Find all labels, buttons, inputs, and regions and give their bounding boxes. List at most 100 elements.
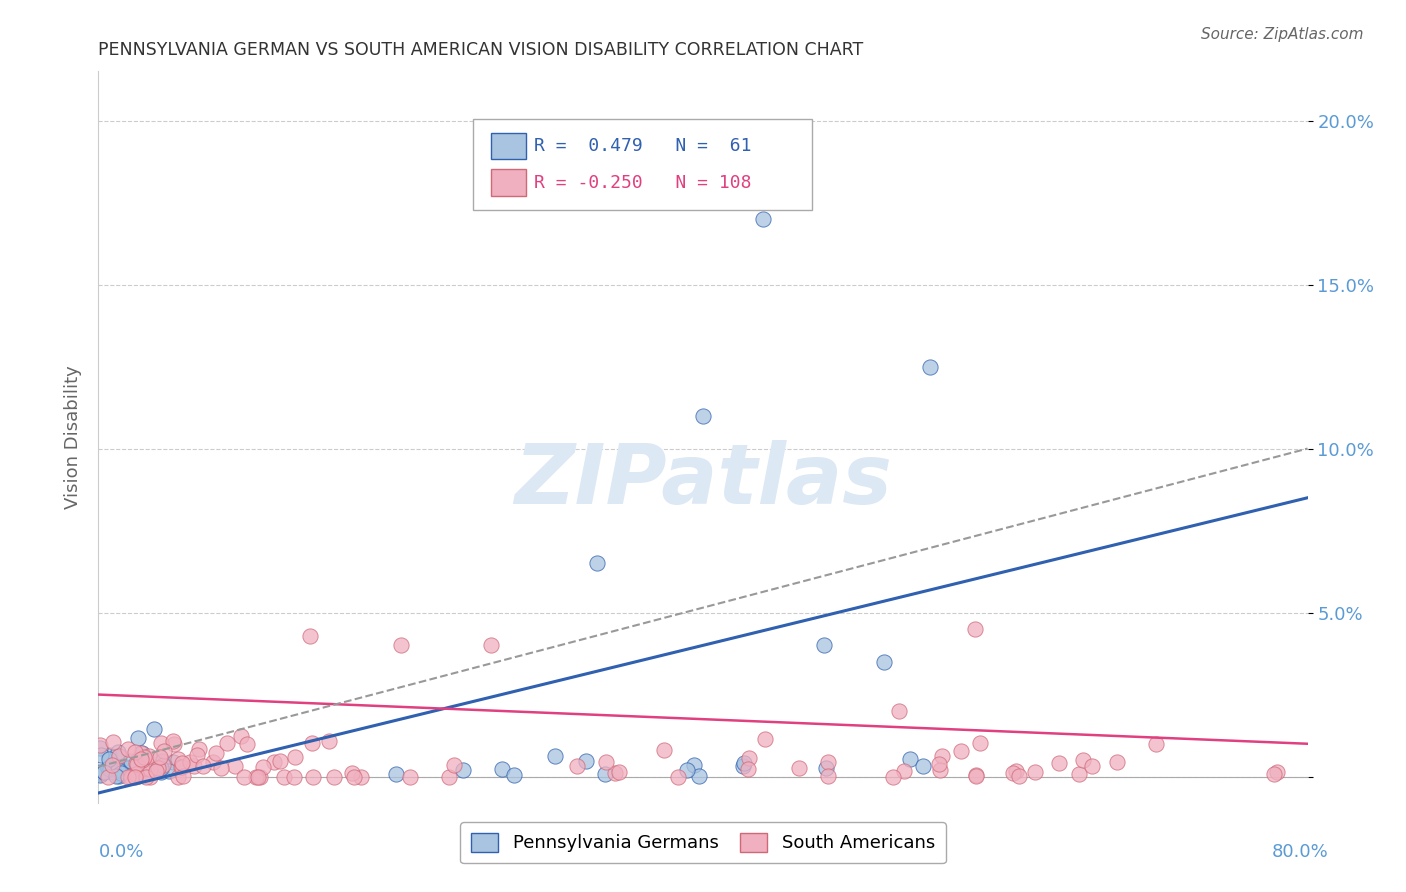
Point bbox=[97, 761, 120, 775]
Point bbox=[135, 751, 157, 765]
Point bbox=[898, 752, 921, 766]
Point bbox=[117, 761, 139, 775]
Point bbox=[166, 752, 188, 766]
Point bbox=[1024, 765, 1046, 780]
Point bbox=[683, 757, 706, 772]
Point bbox=[89, 740, 111, 755]
Point bbox=[150, 765, 173, 780]
Point bbox=[97, 770, 120, 784]
Point bbox=[141, 762, 163, 776]
Point bbox=[215, 736, 238, 750]
Point bbox=[97, 752, 120, 766]
Point bbox=[503, 768, 526, 782]
Text: 0.0%: 0.0% bbox=[98, 843, 143, 861]
Point bbox=[912, 758, 935, 772]
Point bbox=[139, 770, 162, 784]
Point bbox=[125, 767, 148, 781]
Point bbox=[149, 761, 172, 775]
Point bbox=[120, 760, 142, 774]
Point bbox=[1265, 765, 1288, 780]
Text: PENNSYLVANIA GERMAN VS SOUTH AMERICAN VISION DISABILITY CORRELATION CHART: PENNSYLVANIA GERMAN VS SOUTH AMERICAN VI… bbox=[98, 41, 863, 59]
Point bbox=[97, 747, 120, 762]
Point bbox=[149, 750, 172, 764]
Point bbox=[209, 760, 232, 774]
Point bbox=[236, 737, 259, 751]
Point bbox=[918, 359, 941, 374]
Point bbox=[152, 744, 174, 758]
Point bbox=[202, 755, 225, 769]
Point bbox=[107, 769, 129, 783]
Point bbox=[191, 759, 214, 773]
Point bbox=[131, 746, 153, 760]
Point bbox=[172, 769, 194, 783]
Point bbox=[107, 763, 129, 777]
Point bbox=[101, 757, 124, 772]
Point bbox=[110, 765, 132, 780]
Point bbox=[301, 770, 323, 784]
Point bbox=[949, 744, 972, 758]
Point bbox=[965, 769, 987, 783]
Point bbox=[101, 765, 124, 780]
Point bbox=[322, 770, 344, 784]
Point bbox=[273, 770, 295, 784]
Point bbox=[965, 768, 987, 782]
Point bbox=[889, 704, 911, 718]
Point bbox=[544, 748, 567, 763]
Point bbox=[125, 756, 148, 770]
Point bbox=[652, 743, 675, 757]
Text: 80.0%: 80.0% bbox=[1272, 843, 1329, 861]
Point bbox=[107, 745, 129, 759]
Point bbox=[675, 763, 697, 777]
Point bbox=[124, 770, 146, 784]
Point bbox=[108, 749, 131, 764]
Point bbox=[731, 759, 754, 773]
Point bbox=[105, 749, 128, 764]
Point bbox=[89, 768, 111, 782]
Point bbox=[117, 742, 139, 756]
Point bbox=[688, 769, 710, 783]
Point bbox=[150, 755, 173, 769]
Point bbox=[183, 759, 205, 773]
Point bbox=[249, 770, 271, 784]
Point bbox=[146, 761, 169, 775]
Text: Source: ZipAtlas.com: Source: ZipAtlas.com bbox=[1201, 27, 1364, 42]
Point bbox=[93, 764, 115, 779]
Point bbox=[607, 764, 630, 779]
Point bbox=[89, 765, 111, 780]
Point bbox=[752, 211, 775, 226]
Point bbox=[399, 770, 422, 784]
Point bbox=[143, 722, 166, 736]
Point bbox=[134, 750, 156, 764]
Point bbox=[969, 736, 991, 750]
Point bbox=[129, 753, 152, 767]
Point bbox=[247, 770, 270, 784]
Point bbox=[817, 755, 839, 769]
Y-axis label: Vision Disability: Vision Disability bbox=[63, 365, 82, 509]
Point bbox=[157, 764, 180, 779]
Point bbox=[1263, 767, 1285, 781]
Point bbox=[491, 762, 513, 776]
Point bbox=[103, 735, 125, 749]
Point bbox=[318, 733, 340, 747]
Point bbox=[340, 766, 363, 780]
Point bbox=[813, 638, 835, 652]
Point bbox=[666, 770, 689, 784]
Point bbox=[817, 769, 839, 783]
Point bbox=[127, 769, 149, 783]
Point bbox=[385, 767, 408, 781]
Point bbox=[882, 770, 904, 784]
Point bbox=[224, 758, 246, 772]
Point bbox=[283, 770, 305, 784]
Point bbox=[170, 760, 193, 774]
FancyBboxPatch shape bbox=[474, 119, 811, 211]
Point bbox=[110, 766, 132, 780]
Point bbox=[301, 736, 323, 750]
Point bbox=[269, 754, 291, 768]
Point bbox=[167, 770, 190, 784]
Point bbox=[120, 764, 142, 778]
Point bbox=[252, 760, 274, 774]
Legend: Pennsylvania Germans, South Americans: Pennsylvania Germans, South Americans bbox=[460, 822, 946, 863]
Point bbox=[93, 764, 115, 779]
Point bbox=[928, 757, 950, 772]
Point bbox=[965, 622, 987, 636]
